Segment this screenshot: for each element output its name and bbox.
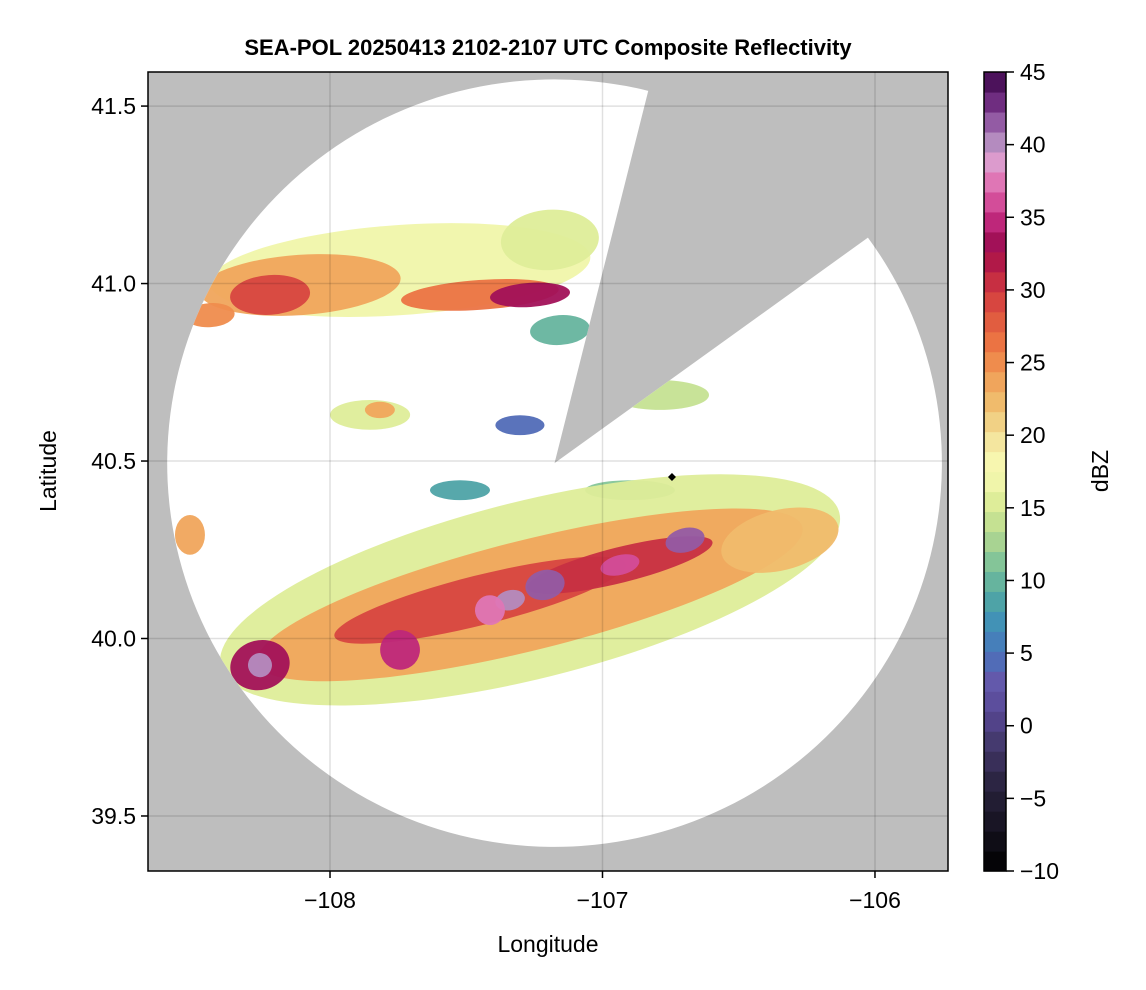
- colorbar-level: [984, 351, 1006, 373]
- colorbar-level: [984, 231, 1006, 253]
- y-tick-label: 40.0: [91, 626, 136, 652]
- x-tick-label: −107: [577, 887, 629, 913]
- colorbar-tick-label: 45: [1020, 59, 1046, 85]
- echo-cells-12: [430, 480, 490, 501]
- colorbar-level: [984, 91, 1006, 113]
- colorbar-level: [984, 711, 1006, 732]
- echo-cells-13: [495, 415, 545, 436]
- colorbar-level: [984, 251, 1006, 273]
- colorbar-tick-label: 15: [1020, 495, 1046, 521]
- colorbar-level: [984, 511, 1006, 533]
- colorbar-level: [984, 191, 1006, 213]
- echo-layer: [174, 209, 841, 706]
- diamond-marker: [667, 473, 676, 482]
- colorbar-level: [984, 471, 1006, 493]
- colorbar-level: [984, 611, 1006, 632]
- colorbar-tick-label: 20: [1020, 422, 1046, 448]
- echo-south-band-24: [665, 527, 705, 553]
- x-tick-label: −106: [849, 887, 901, 913]
- colorbar-level: [984, 331, 1006, 353]
- colorbar-frame: [983, 71, 1007, 872]
- y-tick-label: 39.5: [91, 803, 136, 829]
- echo-south-band-21: [247, 653, 272, 678]
- colorbar-level: [984, 651, 1006, 672]
- colorbar-level: [984, 771, 1006, 792]
- colorbar-level: [984, 851, 1006, 872]
- chart-title: SEA-POL 20250413 2102-2107 UTC Composite…: [244, 35, 852, 60]
- colorbar-level: [984, 591, 1006, 612]
- colorbar-level: [984, 391, 1006, 413]
- colorbar-level: [984, 791, 1006, 812]
- echo-cells-9: [364, 401, 395, 419]
- plot-frame: [147, 71, 949, 872]
- echo-south-band-17: [721, 507, 839, 573]
- x-axis-label: Longitude: [497, 931, 598, 957]
- colorbar-level: [984, 431, 1006, 453]
- colorbar-level: [984, 631, 1006, 652]
- echo-south-band-26: [474, 595, 505, 626]
- colorbar-level: [984, 531, 1006, 552]
- colorbar-level: [984, 691, 1006, 712]
- colorbar-level: [984, 291, 1006, 313]
- colorbar-level: [984, 811, 1006, 832]
- colorbar-tick-label: 40: [1020, 132, 1046, 158]
- x-tick-label: −108: [304, 887, 356, 913]
- colorbar-tick-label: 25: [1020, 350, 1046, 376]
- echo-north-band-4: [230, 274, 311, 315]
- colorbar-tick-label: 10: [1020, 567, 1046, 593]
- echo-cells-14: [174, 514, 205, 555]
- colorbar-level: [984, 311, 1006, 333]
- colorbar-level: [984, 211, 1006, 233]
- colorbar-tick-label: −10: [1020, 858, 1059, 884]
- colorbar-level: [984, 571, 1006, 592]
- echo-south-band-22: [525, 569, 565, 601]
- colorbar-level: [984, 171, 1006, 193]
- colorbar-label: dBZ: [1087, 450, 1113, 492]
- echo-north-band-5: [490, 282, 570, 308]
- colorbar-level: [984, 271, 1006, 293]
- colorbar-tick-label: −5: [1020, 785, 1046, 811]
- colorbar-level: [984, 831, 1006, 852]
- colorbar-tick-label: 5: [1020, 640, 1033, 666]
- colorbar-level: [984, 151, 1006, 173]
- y-axis-label: Latitude: [35, 430, 61, 512]
- y-tick-label: 41.5: [91, 93, 136, 119]
- colorbar-level: [984, 111, 1006, 133]
- colorbar-tick-label: 35: [1020, 204, 1046, 230]
- echo-south-band-27: [380, 629, 420, 670]
- colorbar-level: [984, 451, 1006, 473]
- colorbar-level: [984, 72, 1006, 93]
- colorbar-level: [984, 751, 1006, 772]
- echo-south-band-25: [600, 554, 640, 576]
- colorbar-level: [984, 411, 1006, 433]
- y-tick-label: 40.5: [91, 448, 136, 474]
- colorbar-tick-label: 30: [1020, 277, 1046, 303]
- y-tick-label: 41.0: [91, 271, 136, 297]
- colorbar-level: [984, 371, 1006, 393]
- colorbar-level: [984, 551, 1006, 572]
- echo-north-band-1: [500, 209, 599, 271]
- colorbar-level: [984, 491, 1006, 513]
- echo-north-band-6: [530, 315, 590, 346]
- colorbar-level: [984, 131, 1006, 153]
- colorbar-level: [984, 671, 1006, 692]
- colorbar-tick-label: 0: [1020, 713, 1033, 739]
- colorbar-level: [984, 731, 1006, 752]
